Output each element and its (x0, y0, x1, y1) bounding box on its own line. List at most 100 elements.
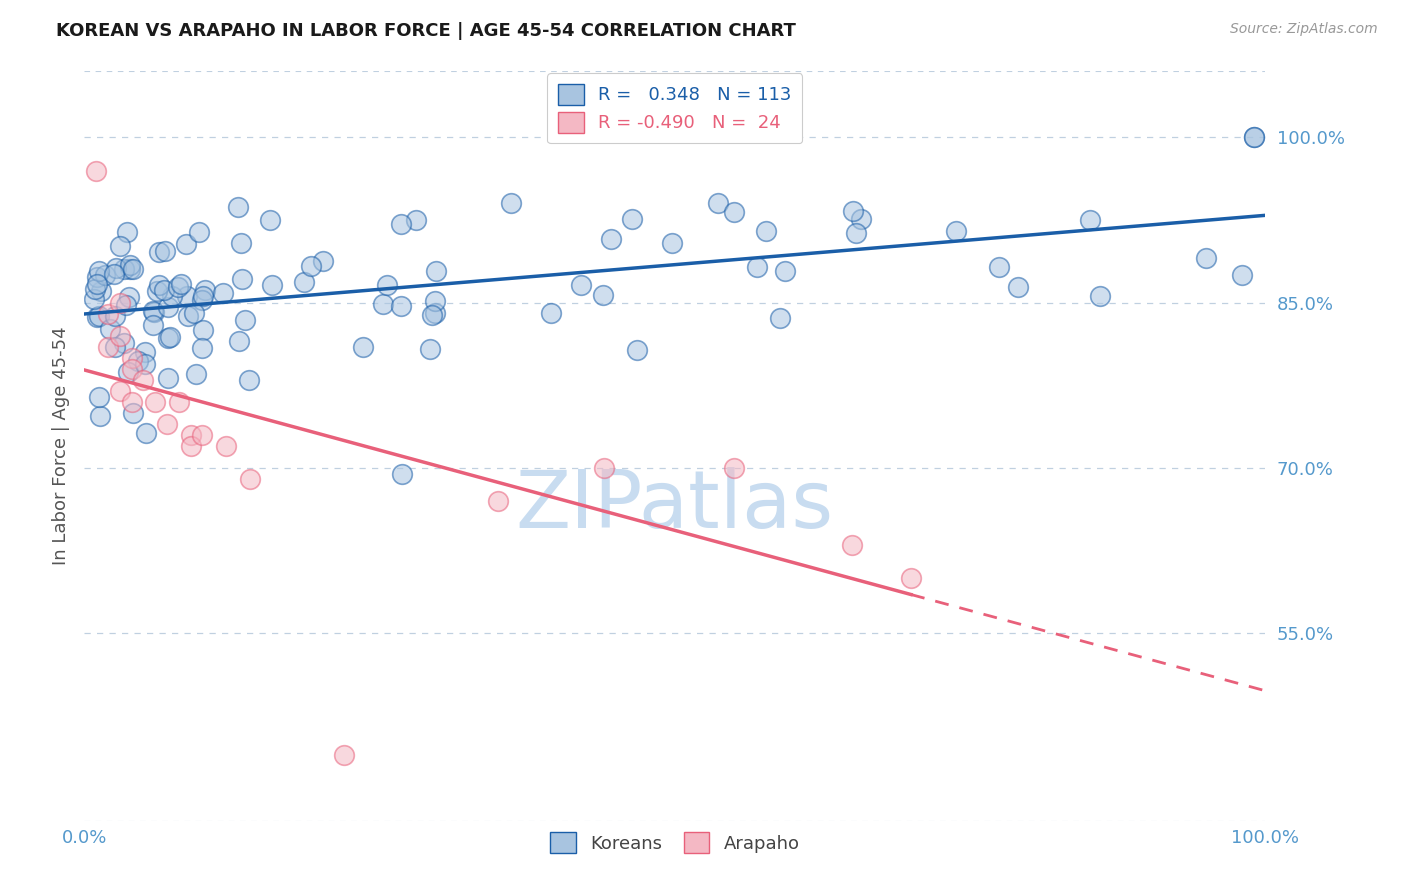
Point (112, 261, 135, 276)
Point (389, 299, 412, 313)
Point (153, 244, 176, 259)
Point (132, 373, 155, 387)
Point (121, 395, 143, 409)
Point (191, 293, 214, 307)
Point (191, 428, 214, 442)
Point (108, 295, 131, 310)
Point (146, 284, 169, 298)
Point (212, 286, 235, 301)
Point (114, 298, 136, 312)
Point (238, 374, 260, 388)
Point (773, 263, 796, 277)
Point (87, 309, 110, 323)
Point (183, 306, 205, 320)
Point (389, 217, 412, 231)
Point (194, 283, 217, 297)
Point (121, 351, 143, 365)
Point (87, 390, 110, 404)
Point (89, 264, 111, 278)
Point (425, 305, 447, 319)
Point (1230, 268, 1253, 283)
Point (191, 341, 214, 355)
Point (143, 304, 166, 318)
Legend: Koreans, Arapaho: Koreans, Arapaho (543, 825, 807, 860)
Point (292, 275, 315, 289)
Point (215, 439, 238, 453)
Point (842, 203, 865, 218)
Point (160, 289, 183, 303)
Point (312, 253, 335, 268)
Point (187, 225, 209, 239)
Point (156, 417, 179, 431)
Point (262, 278, 284, 293)
Point (1090, 289, 1112, 303)
Point (143, 395, 166, 409)
Point (89, 409, 111, 423)
Point (166, 279, 188, 293)
Point (180, 428, 202, 442)
Point (191, 323, 214, 337)
Point (170, 277, 193, 292)
Point (156, 331, 179, 345)
Point (84, 163, 107, 178)
Point (127, 354, 149, 368)
Point (104, 309, 127, 323)
Point (845, 227, 868, 241)
Point (352, 340, 374, 354)
Point (167, 395, 190, 409)
Point (159, 330, 181, 344)
Point (142, 303, 165, 318)
Point (621, 212, 644, 227)
Point (755, 224, 778, 238)
Point (83, 292, 105, 306)
Point (110, 239, 132, 253)
Point (176, 289, 198, 303)
Point (569, 277, 592, 292)
Point (747, 260, 769, 274)
Point (228, 334, 250, 348)
Point (661, 235, 683, 250)
Point (94, 268, 117, 282)
Point (419, 342, 441, 356)
Text: KOREAN VS ARAPAHO IN LABOR FORCE | AGE 45-54 CORRELATION CHART: KOREAN VS ARAPAHO IN LABOR FORCE | AGE 4… (56, 22, 796, 40)
Point (86, 270, 108, 285)
Point (105, 260, 128, 275)
Point (121, 362, 143, 376)
Point (987, 260, 1010, 274)
Point (259, 213, 281, 227)
Point (115, 226, 138, 240)
Point (1243, 130, 1265, 145)
Y-axis label: In Labor Force | Age 45-54: In Labor Force | Age 45-54 (52, 326, 70, 566)
Point (153, 284, 176, 298)
Point (849, 211, 872, 226)
Point (391, 467, 413, 481)
Point (86, 310, 108, 324)
Point (425, 294, 447, 309)
Point (157, 371, 180, 385)
Point (90, 284, 112, 298)
Point (723, 204, 745, 219)
Point (626, 343, 648, 358)
Point (945, 224, 967, 238)
Point (333, 747, 356, 762)
Point (600, 232, 623, 246)
Point (112, 336, 135, 351)
Point (83, 282, 105, 296)
Point (176, 237, 198, 252)
Point (86, 277, 108, 291)
Point (593, 461, 616, 475)
Point (769, 310, 792, 325)
Point (375, 277, 398, 292)
Point (299, 259, 322, 273)
Point (120, 262, 142, 277)
Point (118, 258, 141, 272)
Point (118, 289, 141, 303)
Point (592, 287, 614, 301)
Point (226, 200, 249, 214)
Point (121, 406, 143, 420)
Point (723, 461, 745, 475)
Point (900, 571, 922, 585)
Point (405, 213, 427, 227)
Point (499, 195, 522, 210)
Point (134, 357, 156, 371)
